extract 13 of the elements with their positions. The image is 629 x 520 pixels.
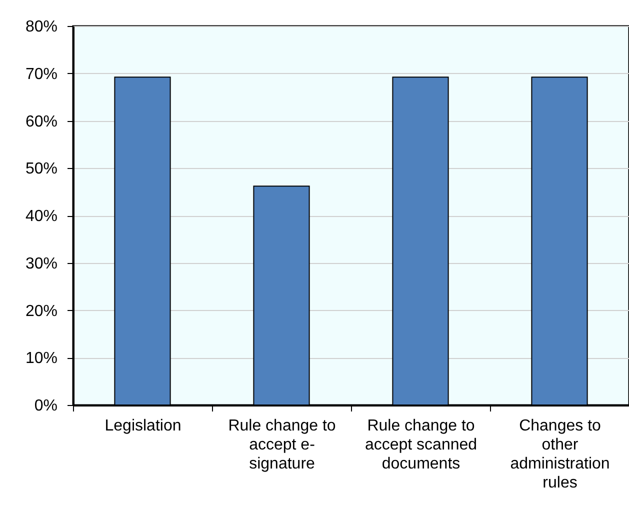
- y-tick-label: 70%: [25, 66, 58, 83]
- y-tick-label: 40%: [25, 208, 58, 225]
- y-tick-label: 0%: [34, 398, 58, 414]
- x-tick-label: Changes to other administration rules: [510, 418, 610, 492]
- y-tick-label: 10%: [25, 350, 58, 368]
- y-tick-label: 60%: [25, 113, 58, 130]
- x-tick-label: Rule change to accept scanned documents: [364, 418, 478, 472]
- y-tick-label: 30%: [25, 255, 58, 272]
- y-tick-label: 80%: [25, 18, 58, 36]
- y-tick-label: 50%: [25, 160, 58, 178]
- y-tick-label: 20%: [25, 302, 58, 320]
- x-tick-label: Rule change to accept e-signature: [228, 418, 336, 472]
- x-tick-label: Legislation: [104, 418, 182, 434]
